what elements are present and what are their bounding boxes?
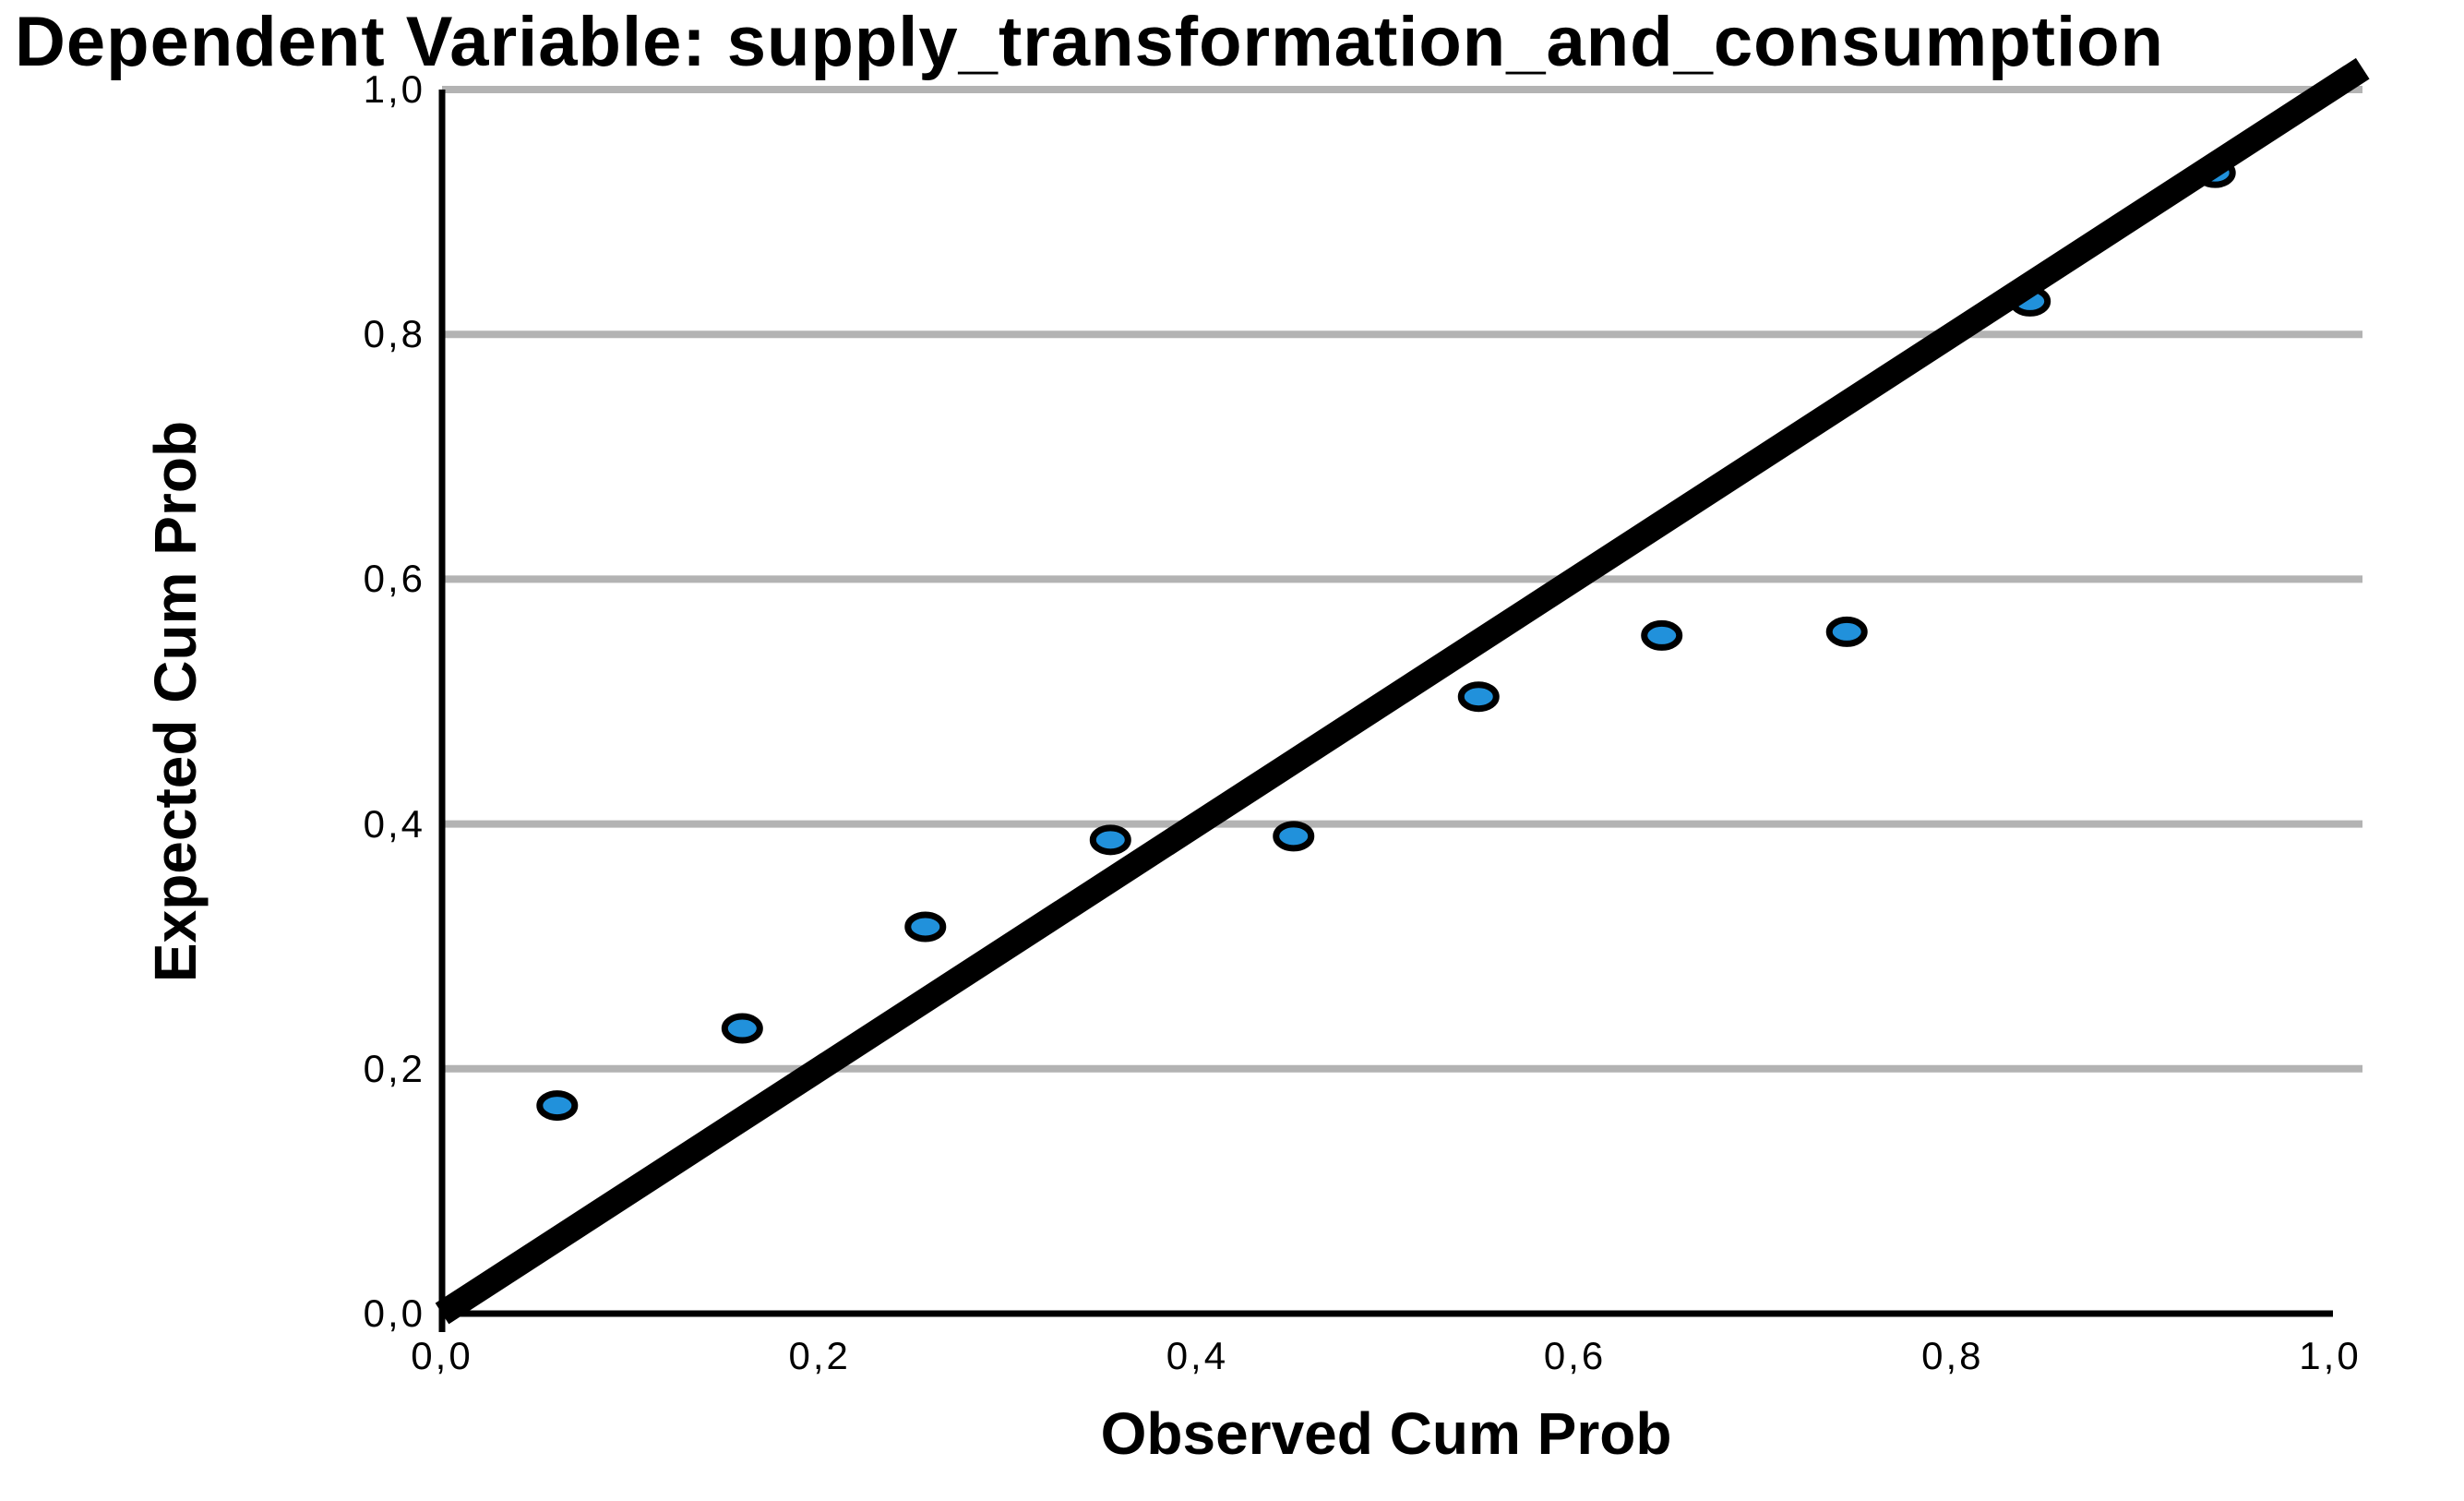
y-tick-label: 0,0 <box>363 1291 425 1335</box>
x-axis-label: Observed Cum Prob <box>1100 1400 1672 1467</box>
data-point <box>721 1013 763 1044</box>
y-axis-label: Expected Cum Prob <box>142 420 209 983</box>
data-point <box>1825 616 1868 647</box>
y-tick-label: 0,8 <box>363 312 425 356</box>
data-point <box>1089 824 1131 856</box>
x-tick-label: 0,4 <box>1166 1334 1229 1377</box>
y-tick-label: 0,4 <box>363 801 425 846</box>
x-tick-label: 0,2 <box>788 1334 851 1377</box>
y-tick-label: 0,6 <box>363 557 425 601</box>
data-point <box>1457 681 1500 713</box>
data-point <box>904 911 947 943</box>
x-tick-label: 1,0 <box>2299 1334 2362 1377</box>
y-tick-label: 1,0 <box>363 67 425 111</box>
x-tick-label: 0,8 <box>1921 1334 1984 1377</box>
data-point <box>1273 821 1315 852</box>
data-point <box>536 1090 579 1122</box>
reference-line <box>435 57 2370 1325</box>
x-tick-label: 0,0 <box>411 1334 473 1377</box>
y-tick-label: 0,2 <box>363 1046 425 1090</box>
chart-title: Dependent Variable: supply_transformatio… <box>15 3 2164 81</box>
x-tick-label: 0,6 <box>1543 1334 1607 1377</box>
data-point <box>1641 619 1683 651</box>
